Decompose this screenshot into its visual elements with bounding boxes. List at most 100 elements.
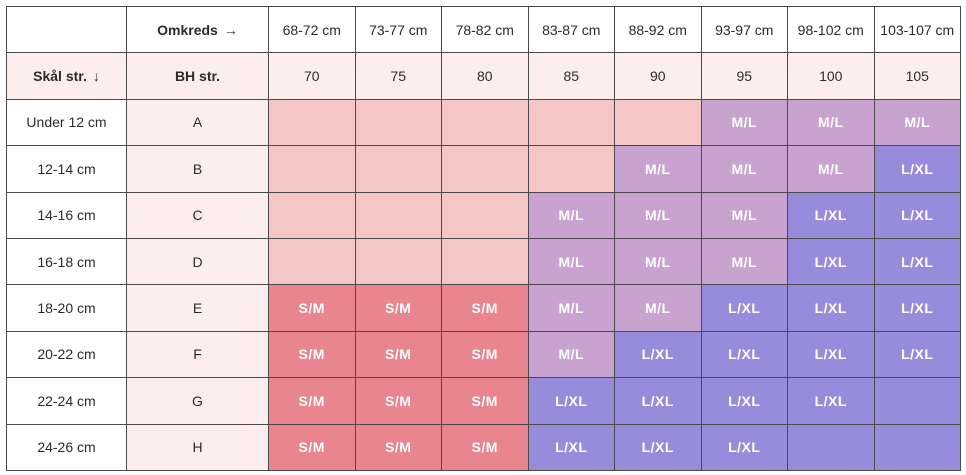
size-cell	[441, 191, 529, 239]
size-cell: S/M	[441, 377, 529, 425]
band-size-cell: 70	[268, 52, 356, 100]
size-cell: S/M	[354, 423, 442, 471]
size-cell: S/M	[354, 284, 442, 332]
size-cell	[873, 423, 961, 471]
table-row: 14-16 cm C M/L M/L M/L L/XL L/XL	[6, 191, 961, 239]
size-cell: S/M	[441, 330, 529, 379]
cup-range-cell: 20-22 cm	[6, 330, 127, 379]
size-cell: L/XL	[614, 423, 702, 471]
size-cell	[354, 98, 442, 147]
cup-letter-cell: E	[126, 284, 269, 332]
header-row-band-size: Skål str. ↓ BH str. 70 75 80 85 90 95 100…	[6, 52, 961, 100]
size-cell: L/XL	[787, 237, 875, 286]
size-cell: L/XL	[700, 284, 788, 332]
size-cell: M/L	[527, 330, 615, 379]
table-row: Under 12 cm A M/L M/L M/L	[6, 98, 961, 147]
size-cell: S/M	[268, 423, 356, 471]
size-cell	[354, 191, 442, 239]
size-cell	[354, 145, 442, 193]
cup-letter-cell: C	[126, 191, 269, 239]
size-cell: L/XL	[527, 377, 615, 425]
cup-range-cell: Under 12 cm	[6, 98, 127, 147]
size-cell	[527, 98, 615, 147]
size-cell: M/L	[700, 191, 788, 239]
circumference-cell: 98-102 cm	[787, 5, 875, 54]
size-cell	[873, 377, 961, 425]
cup-range-cell: 18-20 cm	[6, 284, 127, 332]
size-cell	[268, 191, 356, 239]
cup-letter-cell: H	[126, 423, 269, 471]
size-cell: L/XL	[787, 377, 875, 425]
size-cell: L/XL	[787, 284, 875, 332]
size-cell: M/L	[614, 145, 702, 193]
size-cell: M/L	[873, 98, 961, 147]
cup-letter-cell: B	[126, 145, 269, 193]
bra-size-header: BH str.	[126, 52, 269, 100]
size-cell: S/M	[268, 377, 356, 425]
size-cell: M/L	[700, 98, 788, 147]
cup-letter-cell: G	[126, 377, 269, 425]
circumference-cell: 78-82 cm	[441, 5, 529, 54]
size-cell: S/M	[268, 330, 356, 379]
size-cell: L/XL	[614, 377, 702, 425]
size-cell: M/L	[700, 237, 788, 286]
circumference-cell: 73-77 cm	[354, 5, 442, 54]
cup-range-cell: 24-26 cm	[6, 423, 127, 471]
size-cell	[268, 145, 356, 193]
table-row: 16-18 cm D M/L M/L M/L L/XL L/XL	[6, 237, 961, 286]
cup-range-cell: 12-14 cm	[6, 145, 127, 193]
size-cell	[268, 98, 356, 147]
band-size-cell: 80	[441, 52, 529, 100]
size-cell: L/XL	[787, 191, 875, 239]
size-cell: M/L	[787, 98, 875, 147]
size-cell: S/M	[268, 284, 356, 332]
cup-size-label: Skål str.	[33, 68, 87, 85]
band-size-cell: 95	[700, 52, 788, 100]
size-cell: M/L	[700, 145, 788, 193]
circumference-cell: 68-72 cm	[268, 5, 356, 54]
size-cell: S/M	[354, 377, 442, 425]
size-chart-table: Omkreds → 68-72 cm 73-77 cm 78-82 cm 83-8…	[6, 5, 961, 471]
size-cell: M/L	[527, 191, 615, 239]
table-row: 20-22 cm F S/M S/M S/M M/L L/XL L/XL L/XL L/XL	[6, 330, 961, 379]
size-cell	[354, 237, 442, 286]
size-cell: L/XL	[873, 284, 961, 332]
cup-range-cell: 14-16 cm	[6, 191, 127, 239]
cup-range-cell: 16-18 cm	[6, 237, 127, 286]
circumference-cell: 93-97 cm	[700, 5, 788, 54]
size-cell: L/XL	[700, 423, 788, 471]
size-cell: S/M	[441, 284, 529, 332]
size-cell: L/XL	[787, 330, 875, 379]
cup-letter-cell: D	[126, 237, 269, 286]
size-cell	[441, 98, 529, 147]
circumference-label: Omkreds	[157, 21, 218, 38]
size-cell	[441, 145, 529, 193]
size-cell	[441, 237, 529, 286]
size-cell	[268, 237, 356, 286]
circumference-cell: 83-87 cm	[527, 5, 615, 54]
table-row: 24-26 cm H S/M S/M S/M L/XL L/XL L/XL	[6, 423, 961, 471]
size-cell: L/XL	[700, 330, 788, 379]
size-cell: M/L	[614, 191, 702, 239]
size-cell: M/L	[614, 237, 702, 286]
size-cell	[527, 145, 615, 193]
size-cell: L/XL	[700, 377, 788, 425]
size-cell: L/XL	[873, 237, 961, 286]
table-row: 12-14 cm B M/L M/L M/L L/XL	[6, 145, 961, 193]
table-row: 18-20 cm E S/M S/M S/M M/L M/L L/XL L/XL L/XL	[6, 284, 961, 332]
band-size-cell: 85	[527, 52, 615, 100]
size-cell: L/XL	[873, 330, 961, 379]
size-cell: L/XL	[527, 423, 615, 471]
down-arrow-icon: ↓	[92, 68, 100, 85]
size-cell: L/XL	[873, 145, 961, 193]
size-cell: L/XL	[873, 191, 961, 239]
cup-letter-cell: A	[126, 98, 269, 147]
circumference-header: Omkreds →	[126, 5, 269, 54]
size-cell	[614, 98, 702, 147]
table-row: 22-24 cm G S/M S/M S/M L/XL L/XL L/XL L/XL	[6, 377, 961, 425]
size-cell: M/L	[527, 237, 615, 286]
circumference-cell: 88-92 cm	[614, 5, 702, 54]
cup-letter-cell: F	[126, 330, 269, 379]
band-size-cell: 75	[354, 52, 442, 100]
size-cell: L/XL	[614, 330, 702, 379]
